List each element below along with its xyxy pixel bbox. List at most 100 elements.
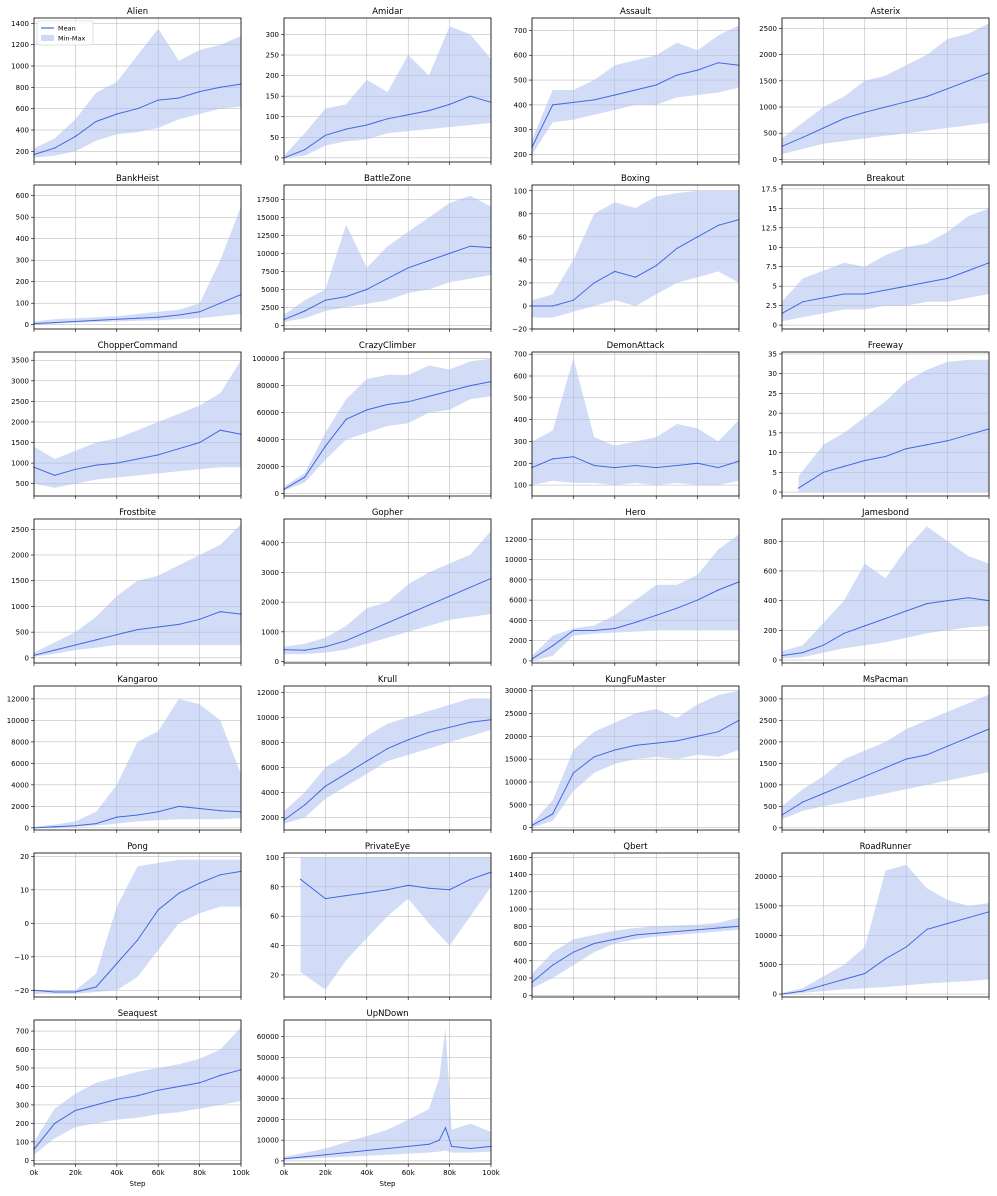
y-tick-label: 10000: [755, 932, 777, 940]
panel-title: Alien: [127, 7, 148, 17]
mean-point: [614, 749, 616, 751]
plot-frame: [283, 1019, 492, 1165]
y-tick-label: 20000: [505, 733, 527, 741]
mean-point: [822, 984, 825, 986]
y-tick-label: 2000: [261, 599, 279, 607]
mean-point: [428, 1143, 430, 1145]
plot-frame: [781, 518, 990, 664]
y-tick-label: 10000: [7, 717, 29, 725]
y-tick-label: 7.5: [766, 263, 777, 271]
mean-point: [428, 395, 430, 398]
y-tick-label: 200: [514, 975, 527, 983]
panel-assault: Assault 200 300 400 500 600 700: [514, 7, 740, 165]
x-tick-label: 0k: [280, 1169, 289, 1177]
mean-point: [926, 444, 928, 446]
mean-point: [593, 756, 595, 758]
x-tick-label: 40k: [360, 1169, 374, 1177]
mean-point: [386, 622, 389, 624]
mean-point: [136, 628, 139, 631]
panel-mspacman: MsPacman 0 500 1000 1500 2000 2500 3000: [759, 675, 990, 833]
mean-point: [428, 260, 430, 262]
mean-point: [593, 282, 595, 284]
y-tick-label: 800: [16, 84, 29, 92]
mean-point: [469, 385, 471, 387]
panel-breakout: Breakout 0 2.5 5 7.5 10 12.5 15 17.5: [761, 174, 990, 332]
y-tick-label: 100: [266, 854, 279, 862]
mean-point: [634, 934, 637, 936]
mean-point: [219, 302, 221, 304]
y-tick-label: 30000: [257, 1095, 279, 1103]
mean-point: [428, 731, 430, 733]
panel-title: Amidar: [372, 7, 403, 17]
y-tick-label: 60: [270, 913, 279, 921]
mean-point: [95, 319, 97, 322]
y-tick-label: 200: [764, 627, 777, 635]
y-tick-label: 10: [768, 449, 777, 457]
panel-amidar: Amidar 0 50 100 150 200 250 300: [266, 7, 492, 165]
mean-point: [366, 760, 368, 762]
mean-point: [676, 607, 678, 609]
y-tick-label: 200: [16, 1120, 29, 1128]
y-tick-label: 0: [25, 321, 29, 329]
y-tick-label: 20: [518, 279, 527, 287]
mean-point: [884, 958, 887, 960]
y-tick-label: −20: [14, 987, 29, 995]
plot-frame: [283, 685, 492, 831]
mean-point: [572, 772, 575, 774]
mean-point: [572, 951, 575, 953]
y-tick-label: 0: [523, 992, 527, 1000]
y-tick-label: 2000: [759, 738, 777, 746]
y-tick-label: 80: [270, 883, 279, 891]
mean-point: [655, 614, 657, 616]
y-tick-label: 100: [266, 113, 279, 121]
panel-title: CrazyClimber: [359, 341, 417, 351]
y-tick-label: 600: [16, 192, 29, 200]
mean-point: [219, 810, 221, 812]
minmax-band: [284, 530, 491, 655]
y-tick-label: 40000: [257, 1075, 279, 1083]
mean-point: [178, 623, 180, 626]
panel-asterix: Asterix 0 500 1000 1500 2000 2500: [759, 7, 990, 165]
panel-title: BattleZone: [364, 174, 411, 184]
plot-frame: [283, 518, 492, 664]
panel-title: Krull: [378, 675, 397, 685]
y-tick-label: 600: [16, 105, 29, 113]
mean-point: [614, 627, 616, 630]
panel-title: DemonAttack: [607, 341, 665, 351]
mean-point: [864, 625, 866, 627]
y-tick-label: 1000: [509, 906, 527, 914]
minmax-band: [34, 360, 241, 488]
y-tick-label: 1500: [759, 77, 777, 85]
mean-point: [74, 1109, 76, 1112]
minmax-band: [34, 28, 241, 158]
minmax-band: [284, 358, 491, 491]
y-tick-label: 0: [523, 302, 527, 310]
mean-point: [593, 629, 595, 632]
mean-point: [843, 117, 845, 120]
y-tick-label: 17.5: [761, 185, 777, 193]
panel-gopher: Gopher 0 1000 2000 3000 4000: [261, 508, 492, 666]
minmax-band: [34, 1027, 241, 1155]
mean-point: [74, 320, 76, 323]
mean-point: [905, 101, 907, 103]
y-tick-label: 0: [275, 658, 279, 666]
y-tick-label: 200: [514, 460, 527, 468]
mean-point: [967, 917, 969, 919]
mean-point: [407, 739, 409, 741]
y-tick-label: 2500: [11, 526, 29, 534]
y-tick-label: 400: [16, 1083, 29, 1091]
y-tick-label: 400: [514, 101, 527, 109]
mean-point: [157, 316, 159, 318]
mean-point: [947, 922, 949, 925]
mean-point: [449, 889, 451, 891]
panel-choppercommand: ChopperCommand 500 1000 1500 2000 2500 3000 350…: [11, 341, 242, 499]
panel-title: Boxing: [621, 174, 650, 184]
y-tick-label: 2000: [261, 814, 279, 822]
y-tick-label: 0: [25, 824, 29, 832]
mean-point: [926, 281, 928, 283]
y-tick-label: 2500: [759, 717, 777, 725]
mean-point: [449, 252, 451, 254]
plot-frame: [33, 1019, 242, 1165]
y-tick-label: 700: [514, 351, 527, 359]
plot-frame: [33, 351, 242, 497]
